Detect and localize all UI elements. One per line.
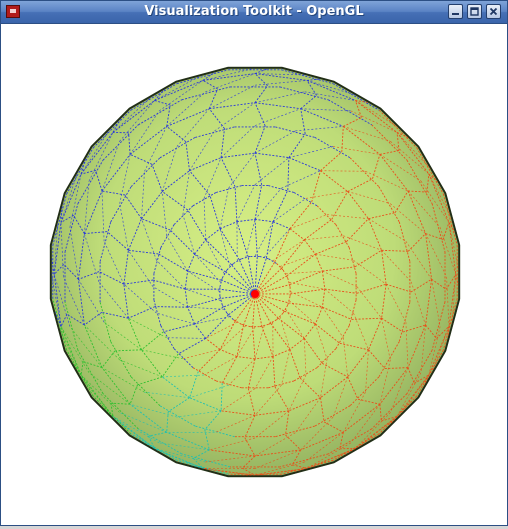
pole-vertex	[251, 290, 259, 298]
maximize-icon	[468, 5, 481, 18]
sphere-mesh	[51, 68, 459, 476]
minimize-button[interactable]	[448, 4, 463, 19]
render-canvas[interactable]	[1, 24, 507, 525]
sphere-render	[1, 24, 507, 525]
minimize-icon	[449, 5, 462, 18]
window-title: Visualization Toolkit - OpenGL	[1, 4, 507, 19]
maximize-button[interactable]	[467, 4, 482, 19]
app-icon[interactable]	[6, 5, 20, 18]
close-icon	[487, 5, 500, 18]
title-bar[interactable]: Visualization Toolkit - OpenGL	[1, 1, 507, 24]
close-button[interactable]	[486, 4, 501, 19]
